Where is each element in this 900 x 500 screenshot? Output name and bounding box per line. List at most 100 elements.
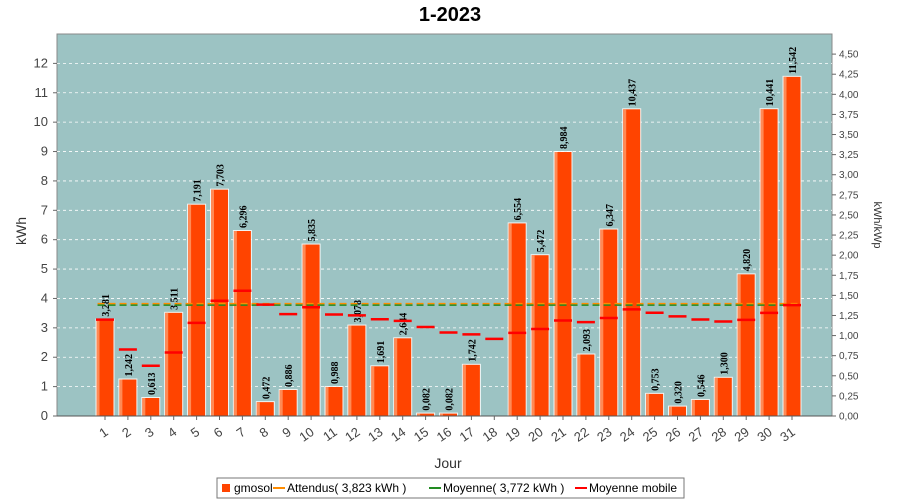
data-label: 10,441 xyxy=(765,79,776,107)
x-tick-label: 6 xyxy=(211,424,226,440)
y2-tick-label: 2,75 xyxy=(839,190,859,201)
x-tick-label: 28 xyxy=(709,424,729,445)
y2-tick-label: 4,50 xyxy=(839,50,859,61)
bar xyxy=(646,393,664,416)
data-label: 3,078 xyxy=(353,300,364,323)
x-tick-label: 3 xyxy=(142,424,157,440)
data-label: 3,281 xyxy=(101,294,112,317)
bar-highlight xyxy=(783,76,787,416)
legend-label: Moyenne( 3,772 kWh ) xyxy=(443,481,564,495)
x-tick-label: 15 xyxy=(411,424,431,445)
bar-highlight xyxy=(417,413,421,416)
x-tick-label: 9 xyxy=(279,424,294,440)
bar xyxy=(119,379,137,416)
data-label: 4,820 xyxy=(742,249,753,272)
x-tick-label: 25 xyxy=(640,424,660,445)
bar xyxy=(417,413,435,416)
bar-highlight xyxy=(531,255,535,416)
data-label: 7,191 xyxy=(193,179,204,202)
bar xyxy=(211,189,228,416)
data-label: 0,546 xyxy=(696,374,707,397)
x-axis-label: Jour xyxy=(434,455,462,471)
y2-tick-label: 0,25 xyxy=(839,391,859,402)
plot-area: 01234567891011120,000,250,500,751,001,25… xyxy=(34,33,859,445)
data-label: 0,082 xyxy=(422,388,433,411)
x-tick-label: 10 xyxy=(296,424,316,445)
data-label: 7,703 xyxy=(216,164,227,187)
legend-label: Moyenne mobile xyxy=(589,481,677,495)
bar xyxy=(691,399,709,416)
bar xyxy=(96,319,114,416)
y-tick-label: 1 xyxy=(41,379,48,394)
y2-tick-label: 2,50 xyxy=(839,210,859,221)
data-label: 0,886 xyxy=(284,364,295,387)
bar xyxy=(600,229,618,416)
bar xyxy=(714,377,732,416)
y2-tick-label: 1,50 xyxy=(839,291,859,302)
x-tick-label: 8 xyxy=(256,424,271,440)
bar-highlight xyxy=(119,379,123,416)
bar-highlight xyxy=(554,152,558,417)
bar-highlight xyxy=(760,109,764,417)
bar xyxy=(737,274,755,416)
y-axis-label: kWh xyxy=(13,217,29,245)
x-tick-label: 13 xyxy=(365,424,385,445)
legend-label: gmosol xyxy=(234,481,273,495)
data-label: 0,988 xyxy=(330,361,341,384)
y2-axis-label: kWh/kWp xyxy=(871,201,883,248)
x-tick-label: 26 xyxy=(663,424,683,445)
bar xyxy=(669,406,686,416)
x-tick-label: 2 xyxy=(119,424,134,440)
y2-tick-label: 3,75 xyxy=(839,110,859,121)
x-tick-label: 11 xyxy=(320,424,340,444)
data-label: 8,984 xyxy=(559,127,570,150)
bar xyxy=(760,109,778,417)
data-label: 1,242 xyxy=(124,354,135,377)
y-tick-label: 2 xyxy=(41,349,48,364)
bar-highlight xyxy=(646,393,650,416)
x-tick-label: 29 xyxy=(731,424,751,445)
bar-highlight xyxy=(348,325,352,416)
y2-tick-label: 1,25 xyxy=(839,311,859,322)
bar xyxy=(462,364,480,416)
bar-highlight xyxy=(188,204,192,416)
bar xyxy=(783,76,801,416)
y2-tick-label: 3,00 xyxy=(839,170,859,181)
bar-highlight xyxy=(577,354,581,416)
legend: gmosol Attendus( 3,823 kWh ) Moyenne( 3,77… xyxy=(216,477,685,499)
data-label: 5,472 xyxy=(536,230,547,253)
data-label: 0,753 xyxy=(651,368,662,391)
y-tick-label: 8 xyxy=(41,173,48,188)
x-tick-label: 7 xyxy=(234,424,249,440)
bar xyxy=(440,413,457,416)
data-label: 6,296 xyxy=(238,205,249,228)
bar xyxy=(577,354,595,416)
y-tick-label: 10 xyxy=(34,114,48,129)
bar-highlight xyxy=(325,386,329,416)
y-tick-label: 3 xyxy=(41,320,48,335)
data-label: 0,613 xyxy=(147,372,158,395)
y2-tick-label: 0,75 xyxy=(839,351,859,362)
x-tick-label: 24 xyxy=(617,424,637,445)
x-tick-label: 17 xyxy=(457,424,477,445)
bar-highlight xyxy=(279,389,283,416)
bar-highlight xyxy=(165,312,169,416)
bar xyxy=(142,397,160,416)
bar-highlight xyxy=(714,377,718,416)
y2-tick-label: 2,25 xyxy=(839,231,859,242)
y-tick-label: 0 xyxy=(41,408,48,423)
bar-highlight xyxy=(691,399,695,416)
bar xyxy=(302,244,320,416)
y-tick-label: 12 xyxy=(34,55,48,70)
bar-highlight xyxy=(440,413,443,416)
y-tick-label: 4 xyxy=(41,290,48,305)
legend-label: Attendus( 3,823 kWh ) xyxy=(287,481,406,495)
data-label: 0,320 xyxy=(674,381,685,404)
x-tick-label: 27 xyxy=(686,424,706,445)
y-tick-label: 7 xyxy=(41,202,48,217)
bar-highlight xyxy=(462,364,466,416)
chart-title: 1-2023 xyxy=(419,4,481,26)
y2-tick-label: 4,25 xyxy=(839,70,859,81)
bar-highlight xyxy=(623,109,627,416)
